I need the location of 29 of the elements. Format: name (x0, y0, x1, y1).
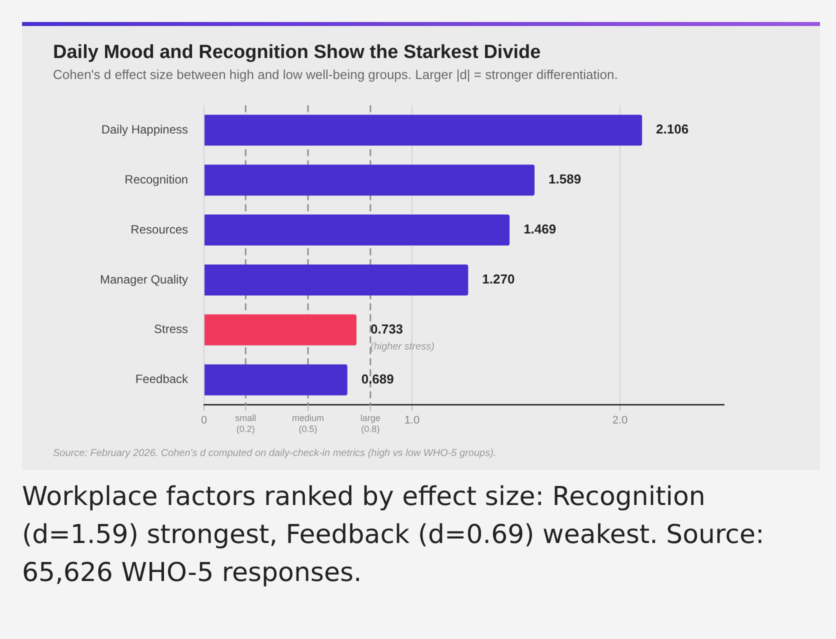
data-label: 1.469 (524, 222, 556, 237)
bar (204, 164, 535, 196)
data-label: 0.689 (361, 371, 394, 386)
x-tick-label: 1.0 (404, 414, 420, 426)
bar (204, 114, 642, 146)
chart-title: Daily Mood and Recognition Show the Starkest Divide (53, 42, 541, 64)
data-label: 1.589 (548, 172, 582, 187)
y-tick-label: Feedback (135, 372, 190, 386)
ref-line-label: large (0.8) (360, 412, 380, 434)
data-label: 0.733 (370, 321, 404, 336)
y-tick-label: Resources (130, 222, 188, 236)
x-tick-label: 0 (200, 414, 208, 426)
y-tick-label: Stress (154, 322, 188, 336)
annotation: (higher stress) (370, 342, 434, 353)
chart-subtitle: Cohen's d effect size between high and low well-being groups. Larger |d| = stronger differentiation. (53, 67, 618, 82)
data-label: 2.106 (656, 122, 689, 137)
ref-line-label: small (0.2) (235, 412, 256, 434)
data-label: 1.270 (482, 272, 515, 287)
y-tick-label: Recognition (124, 172, 188, 186)
bar (204, 264, 468, 296)
text: Workplace factors ranked by effect size: Recognition (d=1.59) strongest, Feedback (d=0.69) weakest. Source: 65,626 WHO-5 responses. (22, 481, 766, 590)
bar (204, 364, 348, 396)
y-tick-label: Manager Quality (100, 272, 188, 286)
x-tick-label: 2.0 (612, 414, 628, 426)
bar (204, 214, 510, 246)
y-tick-label: Daily Happiness (101, 122, 188, 136)
bar (204, 314, 356, 346)
ref-line-label: medium (0.5) (292, 412, 324, 434)
source-note: Source: February 2026. Cohen's d computed on daily-check-in metrics (high vs low WHO-5 groups). (53, 448, 496, 459)
